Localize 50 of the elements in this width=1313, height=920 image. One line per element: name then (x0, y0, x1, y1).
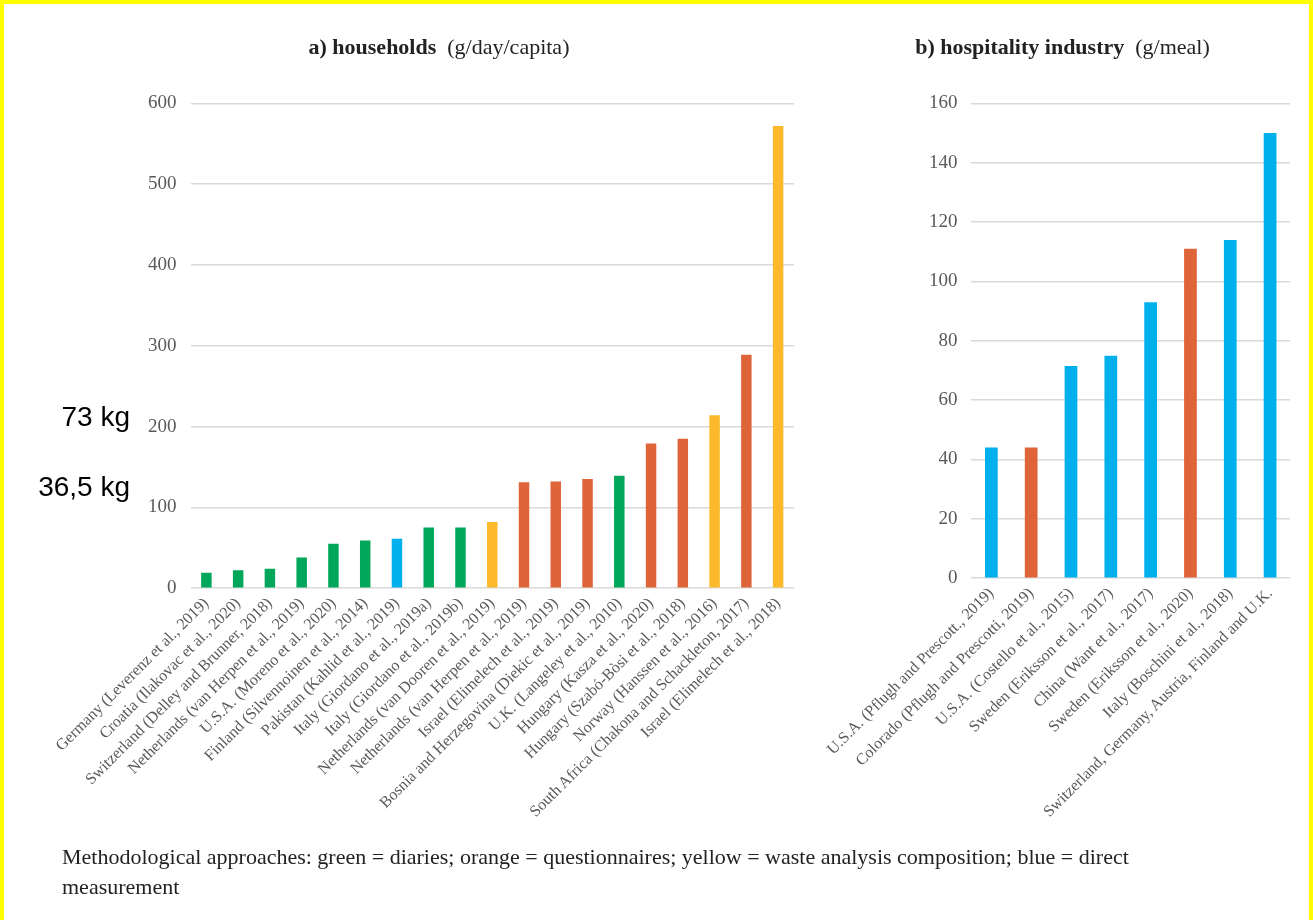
bar (1064, 366, 1078, 578)
y-tick-label: 20 (938, 506, 958, 528)
bar (487, 521, 498, 588)
y-tick-label: 100 (928, 269, 958, 291)
bar (1223, 239, 1237, 578)
bar (614, 475, 625, 588)
y-tick-label: 60 (938, 388, 958, 410)
y-tick-label: 40 (938, 447, 958, 469)
y-tick-label: 500 (148, 172, 177, 194)
y-tick-label: 200 (148, 414, 177, 436)
bar (423, 527, 434, 588)
bar (1184, 248, 1197, 578)
bar (296, 557, 307, 588)
bar (985, 447, 998, 578)
bar (677, 438, 689, 588)
chart-subtitle: (g/meal) (1134, 34, 1210, 59)
y-tick-label: 0 (947, 566, 958, 588)
text: 73 kg (61, 400, 130, 432)
text: 36,5 kg (38, 470, 130, 502)
y-tick-label: 140 (928, 150, 958, 172)
text: Methodological approaches: green = diaries; orange = questionnaires; yellow = waste analysis composition; blue = direct measurement (62, 843, 1130, 901)
bar (772, 126, 784, 588)
bar (391, 538, 403, 588)
y-tick-label: 120 (928, 210, 958, 232)
y-tick-label: 100 (148, 495, 177, 517)
bar (709, 415, 720, 588)
y-tick-label: 600 (148, 91, 177, 113)
bar (201, 572, 212, 588)
bar (582, 479, 593, 588)
bar (1024, 447, 1038, 578)
bar (232, 570, 244, 588)
bar (264, 568, 276, 588)
bar (1263, 133, 1277, 578)
chart-title: a) households (308, 34, 437, 59)
y-tick-label: 400 (148, 252, 177, 274)
bar (645, 443, 657, 588)
bar (741, 354, 752, 588)
bar (455, 527, 466, 588)
y-tick-label: 300 (148, 333, 177, 355)
bar (1144, 302, 1158, 578)
bar (1104, 355, 1118, 578)
y-tick-label: 160 (928, 91, 958, 113)
bar (550, 481, 562, 588)
y-tick-label: 0 (167, 576, 177, 598)
chart-subtitle: (g/day/capita) (446, 34, 570, 59)
chart-title: b) hospitality industry (915, 34, 1125, 59)
bar (359, 540, 371, 588)
bar (518, 482, 530, 588)
bar (328, 543, 339, 588)
y-tick-label: 80 (938, 328, 958, 350)
